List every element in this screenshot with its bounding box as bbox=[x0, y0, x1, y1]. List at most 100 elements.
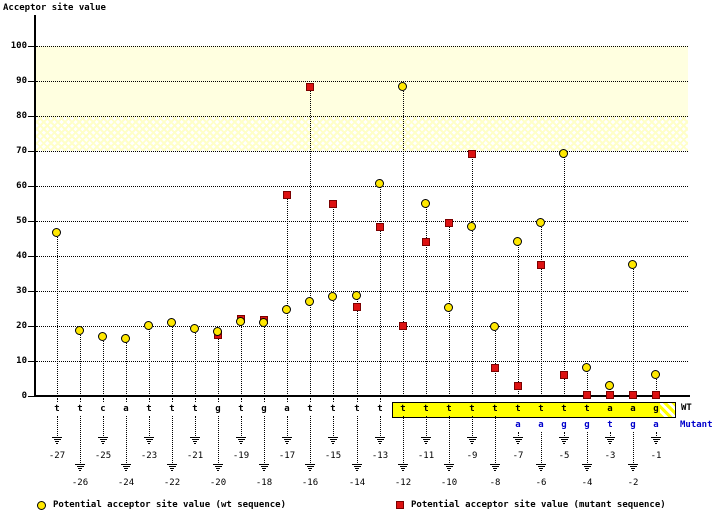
arrow-bar bbox=[214, 466, 222, 467]
arrow-bar bbox=[263, 470, 265, 471]
wt-marker bbox=[605, 381, 614, 390]
wt-marker bbox=[282, 305, 291, 314]
wt-sequence-letter: t bbox=[469, 404, 475, 414]
position-pointer-stem bbox=[541, 432, 542, 463]
y-axis-label-50: 50 bbox=[16, 216, 27, 226]
arrow-bar bbox=[102, 443, 104, 444]
arrow-bar bbox=[282, 437, 292, 438]
column-tick bbox=[218, 398, 219, 402]
position-pointer-stem bbox=[103, 416, 104, 436]
wt-sequence-letter: t bbox=[538, 404, 544, 414]
position-pointer-stem bbox=[656, 432, 657, 436]
column-stem bbox=[426, 204, 427, 396]
position-arrow-icon bbox=[421, 437, 431, 445]
mutant-legend-label: Potential acceptor site value (mutant se… bbox=[411, 500, 666, 510]
column-stem bbox=[587, 368, 588, 396]
position-label: -18 bbox=[255, 478, 273, 488]
mutant-legend-marker-icon bbox=[396, 501, 404, 509]
arrow-bar bbox=[448, 470, 450, 471]
position-arrow-icon bbox=[52, 437, 62, 445]
position-arrow-icon bbox=[282, 437, 292, 445]
arrow-bar bbox=[631, 468, 635, 469]
arrow-bar bbox=[540, 470, 542, 471]
arrow-bar bbox=[375, 437, 385, 438]
arrow-bar bbox=[78, 468, 82, 469]
arrow-bar bbox=[332, 443, 334, 444]
arrow-bar bbox=[490, 464, 500, 465]
wt-marker bbox=[628, 260, 637, 269]
wt-sequence-letter: t bbox=[330, 404, 336, 414]
highlight-band-70-80 bbox=[36, 116, 688, 151]
arrow-bar bbox=[356, 470, 358, 471]
y-axis-label-20: 20 bbox=[16, 321, 27, 331]
arrow-bar bbox=[122, 466, 130, 467]
column-stem bbox=[633, 265, 634, 396]
position-pointer-stem bbox=[218, 416, 219, 463]
y-tick-70 bbox=[28, 151, 34, 152]
legend-item-wt: Potential acceptor site value (wt sequen… bbox=[37, 500, 286, 510]
wt-marker bbox=[52, 228, 61, 237]
column-tick bbox=[80, 398, 81, 402]
column-tick bbox=[57, 398, 58, 402]
position-label: -21 bbox=[186, 451, 204, 461]
wt-sequence-letter: a bbox=[630, 404, 636, 414]
position-label: -4 bbox=[581, 478, 593, 488]
mutant-marker bbox=[560, 371, 568, 379]
y-gridline-60 bbox=[36, 186, 688, 187]
arrow-bar bbox=[331, 441, 335, 442]
arrow-bar bbox=[402, 470, 404, 471]
wt-legend-marker-icon bbox=[37, 500, 46, 510]
y-tick-90 bbox=[28, 81, 34, 82]
position-pointer-stem bbox=[126, 416, 127, 463]
wt-sequence-letter: c bbox=[100, 404, 106, 414]
arrow-bar bbox=[563, 443, 565, 444]
arrow-bar bbox=[651, 437, 661, 438]
mutant-marker bbox=[491, 364, 499, 372]
mutant-sequence-letter: a bbox=[653, 420, 659, 430]
position-label: -3 bbox=[604, 451, 616, 461]
position-pointer-stem bbox=[149, 416, 150, 436]
position-pointer-stem bbox=[564, 432, 565, 436]
y-axis-line bbox=[34, 15, 36, 396]
arrow-bar bbox=[514, 439, 522, 440]
wt-marker bbox=[236, 317, 245, 326]
position-arrow-icon bbox=[375, 437, 385, 445]
column-stem bbox=[172, 323, 173, 396]
arrow-bar bbox=[75, 464, 85, 465]
arrow-bar bbox=[516, 441, 520, 442]
y-tick-50 bbox=[28, 221, 34, 222]
position-arrow-icon bbox=[398, 464, 408, 472]
y-gridline-100 bbox=[36, 46, 688, 47]
column-tick bbox=[333, 398, 334, 402]
mutant-marker bbox=[606, 391, 614, 399]
mutant-marker bbox=[399, 322, 407, 330]
arrow-bar bbox=[79, 470, 81, 471]
column-stem bbox=[656, 375, 657, 396]
column-stem bbox=[264, 320, 265, 396]
arrow-bar bbox=[194, 443, 196, 444]
mutant-marker bbox=[468, 150, 476, 158]
position-label: -22 bbox=[163, 478, 181, 488]
arrow-bar bbox=[328, 437, 338, 438]
wt-sequence-letter: t bbox=[146, 404, 152, 414]
y-gridline-20 bbox=[36, 326, 688, 327]
y-axis-label-40: 40 bbox=[16, 251, 27, 261]
arrow-bar bbox=[170, 468, 174, 469]
position-pointer-stem bbox=[610, 432, 611, 436]
column-stem bbox=[403, 87, 404, 396]
arrow-bar bbox=[399, 466, 407, 467]
arrow-bar bbox=[262, 468, 266, 469]
mutant-marker bbox=[353, 303, 361, 311]
y-gridline-30 bbox=[36, 291, 688, 292]
column-stem bbox=[241, 319, 242, 396]
position-arrow-icon bbox=[144, 437, 154, 445]
mutant-sequence-letter: a bbox=[515, 420, 521, 430]
legend-item-mutant: Potential acceptor site value (mutant se… bbox=[396, 500, 666, 510]
column-tick bbox=[126, 398, 127, 402]
wt-legend-label: Potential acceptor site value (wt sequen… bbox=[53, 500, 286, 510]
arrow-bar bbox=[379, 443, 381, 444]
arrow-bar bbox=[285, 441, 289, 442]
wt-marker bbox=[375, 179, 384, 188]
